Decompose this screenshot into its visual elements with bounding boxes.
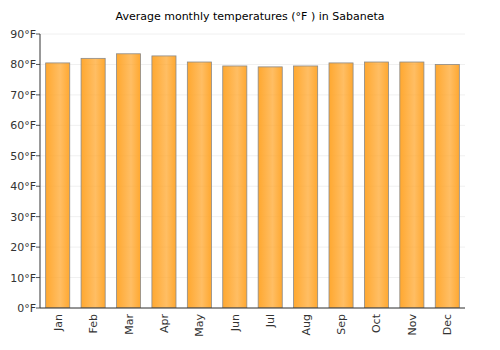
grid-line: [40, 34, 465, 35]
tick-mark: [36, 216, 40, 217]
x-tick-label: May: [193, 314, 206, 337]
tick-mark: [36, 308, 40, 309]
x-tick-label: Jan: [52, 314, 65, 332]
bar: [329, 63, 353, 308]
y-tick-label: 50°F: [10, 150, 36, 163]
bar: [152, 56, 176, 308]
y-tick-label: 20°F: [10, 241, 36, 254]
bars: [46, 54, 460, 308]
x-tick-label: Aug: [300, 314, 313, 335]
y-tick-label: 10°F: [10, 272, 36, 285]
y-tick-label: 80°F: [10, 58, 36, 71]
grid: [40, 34, 465, 308]
bar: [435, 64, 459, 308]
bar: [364, 62, 388, 308]
x-tick-label: Apr: [158, 314, 171, 334]
bar: [223, 66, 247, 308]
tick-mark: [36, 247, 40, 248]
title: Average monthly temperatures (°F ) in Sa…: [116, 10, 385, 23]
x-tick-label: Nov: [406, 314, 419, 336]
grid-line: [40, 308, 465, 309]
x-axis: [40, 308, 465, 309]
tick-mark: [36, 94, 40, 95]
y-tick-label: 90°F: [10, 28, 36, 41]
tick-mark: [36, 186, 40, 187]
tick-mark: [36, 34, 40, 35]
x-tick-label: Oct: [370, 313, 383, 333]
y-tick-label: 0°F: [17, 302, 36, 315]
x-tick-label: Jun: [229, 314, 242, 332]
x-tick-label: Dec: [441, 314, 454, 335]
x-tick-label: Mar: [123, 314, 136, 335]
bar: [258, 67, 282, 308]
y-tick-label: 30°F: [10, 211, 36, 224]
bar: [187, 62, 211, 308]
bar: [46, 63, 70, 308]
x-tick-label: Feb: [87, 314, 100, 333]
bar: [81, 58, 105, 308]
bar: [117, 54, 141, 308]
tick-mark: [36, 125, 40, 126]
chart: Average monthly temperatures (°F ) in Sa…: [0, 0, 500, 350]
bar: [294, 66, 318, 308]
tick-mark: [36, 155, 40, 156]
bar: [400, 62, 424, 308]
tick-mark: [36, 64, 40, 65]
y-tick-label: 40°F: [10, 180, 36, 193]
y-axis: [40, 34, 41, 308]
x-tick-label: Sep: [335, 314, 348, 335]
y-tick-label: 60°F: [10, 119, 36, 132]
tick-mark: [36, 277, 40, 278]
x-tick-label: Jul: [264, 314, 277, 328]
y-tick-label: 70°F: [10, 89, 36, 102]
